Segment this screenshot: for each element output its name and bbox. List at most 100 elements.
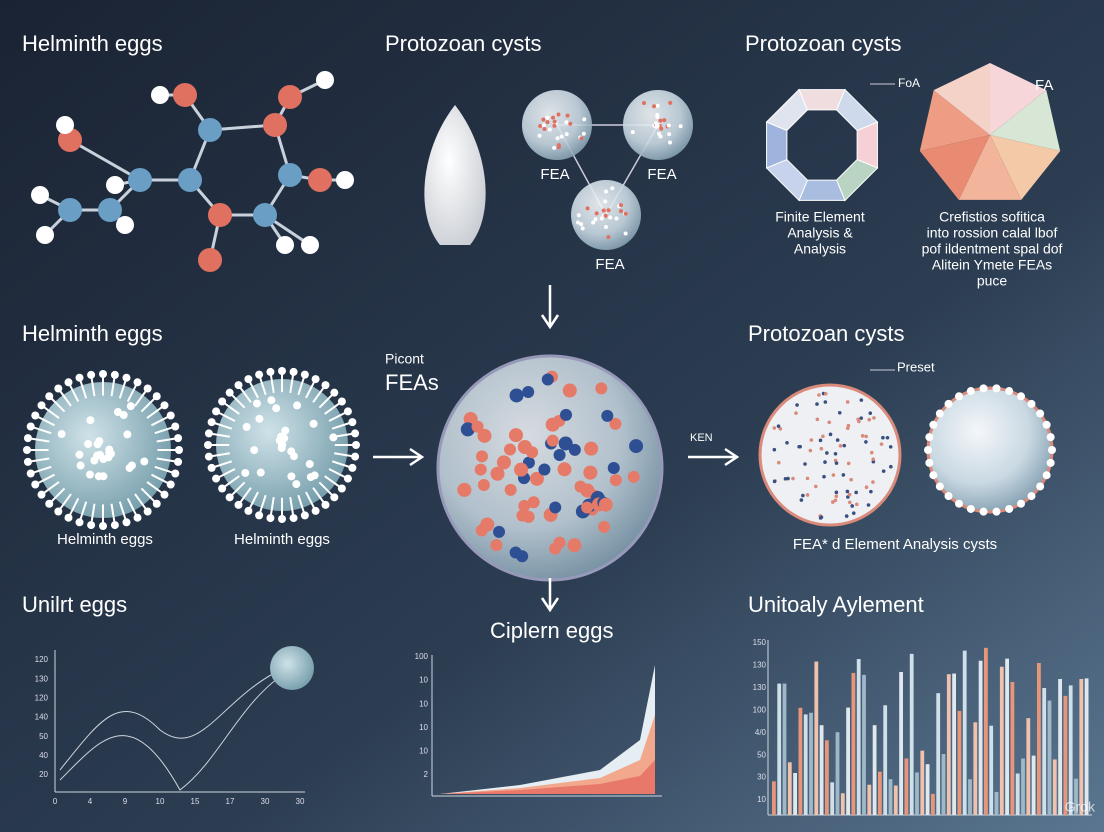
knob: [1017, 392, 1025, 401]
tick-label: 20: [39, 770, 48, 779]
atom: [151, 86, 169, 104]
knob: [277, 432, 286, 441]
pattern-dot: [867, 417, 872, 422]
tick-label: 30: [296, 797, 305, 806]
pattern-dot: [819, 446, 824, 451]
dot: [545, 120, 550, 125]
pattern-dot: [783, 476, 788, 481]
bar: [925, 764, 930, 815]
knob: [1027, 492, 1036, 501]
pattern-dot: [845, 489, 850, 494]
knob: [127, 461, 136, 470]
pattern-dot: [864, 485, 869, 489]
pattern-dot: [823, 391, 828, 396]
caption: Analysis: [794, 241, 846, 257]
pattern-dot: [817, 393, 821, 397]
pattern-dot: [845, 426, 850, 431]
spike-tip: [75, 373, 84, 382]
pattern-dot: [772, 426, 777, 430]
dot: [662, 118, 667, 123]
particle: [562, 383, 577, 398]
particle: [490, 539, 503, 552]
pattern-dot: [859, 416, 864, 420]
bar: [825, 740, 829, 815]
knob: [250, 446, 259, 455]
spike-tip: [343, 474, 352, 483]
spike-tip: [23, 457, 32, 466]
pattern-dot: [847, 492, 852, 497]
knob: [305, 460, 314, 469]
tick-label: 120: [35, 655, 49, 664]
knob: [57, 430, 66, 439]
particle: [504, 483, 517, 496]
tick-label: 10: [419, 676, 428, 685]
pattern-dot: [776, 460, 781, 465]
knob: [105, 448, 114, 457]
arrow: [540, 578, 560, 613]
pie-segment: [919, 135, 990, 200]
pattern-dot: [815, 417, 820, 422]
spike-tip: [321, 381, 330, 390]
particle: [490, 466, 505, 481]
pattern-dot: [871, 480, 875, 484]
spike-tip: [225, 493, 234, 502]
pattern-dot: [881, 469, 886, 473]
pattern-dot: [842, 443, 847, 448]
particle: [568, 443, 581, 456]
spike-tip: [37, 490, 46, 499]
bar: [1058, 679, 1062, 815]
atom: [98, 198, 122, 222]
knob: [944, 399, 953, 408]
particle: [527, 496, 540, 509]
dot: [579, 222, 584, 227]
knob: [925, 458, 934, 467]
knob: [935, 482, 944, 491]
label: FEAs: [385, 370, 439, 395]
pattern-dot: [864, 440, 868, 444]
atom: [208, 203, 232, 227]
spike-tip: [37, 401, 46, 410]
pattern-dot: [854, 490, 858, 495]
pattern-dot: [778, 427, 783, 431]
particle: [457, 482, 472, 497]
pattern-dot: [822, 474, 826, 479]
spike-tip: [218, 484, 227, 493]
knob: [1036, 482, 1045, 491]
label: FEA: [540, 166, 569, 183]
pattern-dot: [809, 438, 814, 442]
knob: [1017, 499, 1025, 508]
caption: Alitein Ymete FEAs: [932, 257, 1052, 273]
dot: [642, 100, 647, 105]
dot: [599, 216, 604, 221]
bar: [830, 782, 835, 815]
tick-label: 130: [753, 661, 767, 670]
dot: [581, 131, 586, 136]
spike-tip: [166, 411, 175, 420]
spike-tip: [337, 484, 346, 493]
label: Helminth eggs: [57, 531, 153, 548]
bar: [978, 660, 983, 815]
pie-segment: [990, 135, 1061, 200]
spike-tip: [54, 384, 63, 393]
arrow: [540, 285, 560, 330]
pattern-dot: [818, 438, 823, 443]
patterned-sphere: [758, 383, 902, 527]
knob: [289, 452, 298, 461]
dot: [606, 208, 611, 213]
knob: [966, 387, 975, 396]
particle: [477, 428, 492, 443]
knob: [929, 471, 938, 480]
dot: [547, 127, 552, 132]
spike-tip: [122, 518, 131, 527]
pattern-dot: [885, 435, 890, 440]
knob: [277, 440, 286, 449]
bar: [984, 647, 988, 815]
spike-tip: [348, 418, 357, 427]
bar: [872, 725, 877, 815]
dot: [538, 124, 543, 129]
atom: [56, 116, 74, 134]
dot: [564, 120, 569, 125]
spike-tip: [174, 434, 183, 443]
atom: [31, 186, 49, 204]
